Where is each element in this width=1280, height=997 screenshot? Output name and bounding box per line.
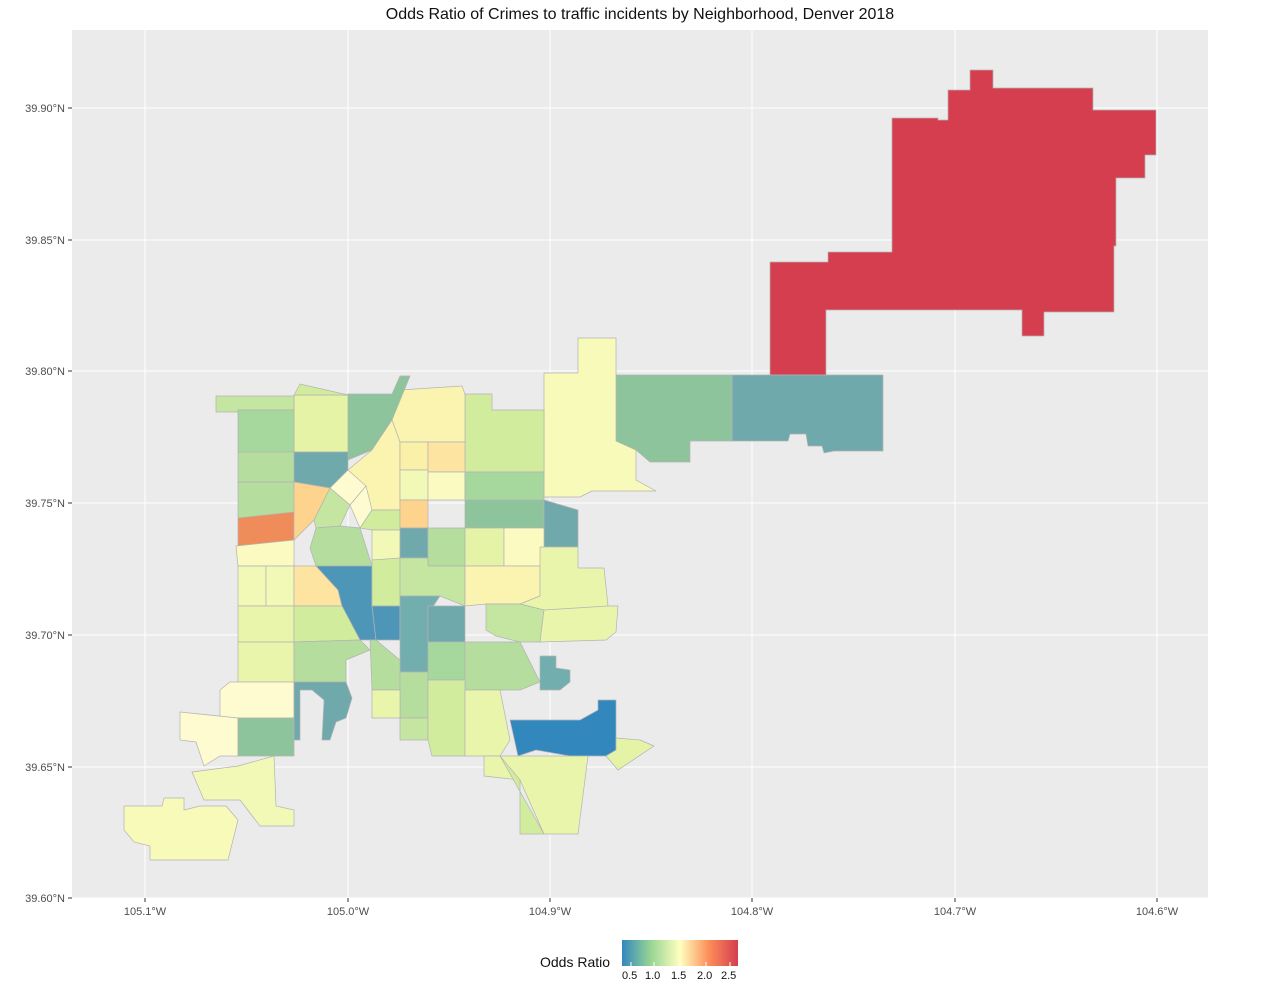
legend-tick-label: 2.5 — [721, 970, 737, 982]
x-tick-label: 104.8°W — [731, 906, 774, 918]
neighborhood-city-park-west[interactable] — [399, 499, 429, 529]
neighborhood-marston-north[interactable] — [293, 681, 353, 741]
neighborhood-auraria[interactable] — [313, 487, 351, 529]
neighborhood-speer[interactable] — [371, 557, 401, 607]
legend-tick-label: 0.5 — [622, 970, 638, 982]
neighborhood-college-view[interactable] — [371, 689, 401, 719]
neighborhood-barnum[interactable] — [237, 565, 267, 607]
neighborhood-west-highland[interactable] — [237, 451, 295, 483]
neighborhood-globeville[interactable] — [391, 385, 466, 443]
legend-tick-label: 1.5 — [671, 970, 687, 982]
y-tick-label: 39.85°N — [25, 235, 65, 247]
neighborhood-bear-creek[interactable] — [123, 797, 239, 861]
y-axis: 39.90°N 39.85°N 39.80°N 39.75°N 39.70°N … — [25, 103, 72, 905]
neighborhood-baker[interactable] — [371, 605, 401, 641]
neighborhood-chaffee[interactable] — [293, 394, 349, 453]
neighborhood-berkeley[interactable] — [237, 409, 295, 453]
neighborhood-clayton[interactable] — [427, 441, 466, 473]
neighborhood-layer[interactable] — [123, 69, 1157, 861]
y-tick-label: 39.75°N — [25, 498, 65, 510]
neighborhood-northeast-park-hill[interactable] — [464, 471, 545, 501]
neighborhood-hale[interactable] — [427, 527, 466, 567]
neighborhood-wellshire[interactable] — [464, 689, 511, 757]
neighborhood-rosedale[interactable] — [399, 717, 429, 741]
neighborhood-washington-virginia-vale[interactable] — [539, 605, 619, 643]
neighborhood-city-park[interactable] — [464, 499, 545, 529]
x-axis: 105.1°W 105.0°W 104.9°W 104.8°W 104.7°W … — [124, 898, 1179, 918]
legend-tick-label: 1.0 — [645, 970, 661, 982]
neighborhood-montclair[interactable] — [464, 527, 505, 567]
y-tick-label: 39.65°N — [25, 762, 65, 774]
neighborhood-university[interactable] — [427, 679, 466, 757]
x-tick-label: 105.0°W — [327, 906, 370, 918]
neighborhood-athmar-park[interactable] — [237, 605, 295, 643]
neighborhood-whittier[interactable] — [399, 469, 429, 501]
neighborhood-marston-south[interactable] — [191, 755, 295, 827]
x-tick-label: 104.6°W — [1136, 906, 1179, 918]
neighborhood-cheesman[interactable] — [371, 529, 401, 561]
y-tick-label: 39.80°N — [25, 366, 65, 378]
neighborhood-lowry[interactable] — [503, 527, 545, 567]
y-tick-label: 39.60°N — [25, 893, 65, 905]
neighborhood-sunnyside[interactable] — [347, 375, 411, 461]
legend-title: Odds Ratio — [540, 954, 611, 970]
neighborhood-regis-n[interactable] — [293, 383, 349, 396]
x-tick-label: 105.1°W — [124, 906, 167, 918]
x-tick-label: 104.7°W — [934, 906, 977, 918]
neighborhood-virginia-village[interactable] — [485, 603, 545, 643]
neighborhood-hilltop[interactable] — [464, 565, 541, 607]
neighborhood-hampden-south[interactable] — [539, 655, 571, 691]
neighborhood-congress-park[interactable] — [399, 527, 429, 559]
neighborhood-cole[interactable] — [399, 441, 429, 471]
neighborhood-stapleton[interactable] — [543, 337, 657, 498]
neighborhood-bear-valley[interactable] — [219, 681, 295, 719]
map-title: Odds Ratio of Crimes to traffic incident… — [385, 6, 895, 23]
neighborhood-southmoor-south[interactable] — [499, 755, 545, 835]
neighborhood-platt-park[interactable] — [399, 671, 429, 719]
y-tick-label: 39.90°N — [25, 103, 65, 115]
neighborhood-regis[interactable] — [215, 395, 295, 413]
legend-tick-label: 2.0 — [697, 970, 713, 982]
neighborhood-skyland[interactable] — [427, 471, 466, 501]
y-tick-label: 39.70°N — [25, 630, 65, 642]
neighborhood-washington-park[interactable] — [427, 605, 466, 643]
neighborhood-cory-merrill[interactable] — [427, 641, 466, 681]
neighborhood-kennedy[interactable] — [605, 737, 655, 771]
neighborhood-marston[interactable] — [237, 717, 295, 757]
neighborhood-dia[interactable] — [769, 69, 1157, 376]
neighborhood-gvr[interactable] — [731, 374, 884, 454]
x-tick-label: 104.9°W — [529, 906, 572, 918]
neighborhood-westwood[interactable] — [265, 565, 295, 607]
neighborhood-mar-lee[interactable] — [237, 641, 295, 683]
legend-colorbar — [622, 940, 738, 966]
